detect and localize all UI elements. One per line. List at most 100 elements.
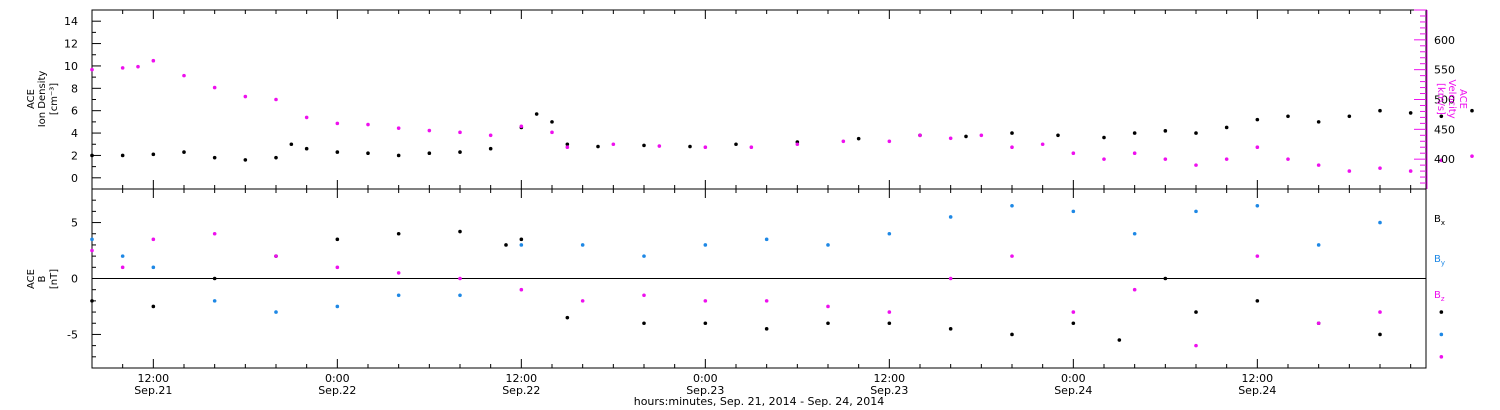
- velocity-point: [488, 133, 493, 138]
- density-point: [458, 150, 462, 154]
- by-point: [1071, 209, 1076, 214]
- velocity-point: [550, 130, 554, 135]
- density-point: [396, 153, 401, 158]
- top-panel-points: [90, 58, 1474, 173]
- bz-point: [458, 276, 462, 281]
- bx-point: [458, 229, 462, 234]
- legend-by-sub: y: [1441, 259, 1445, 267]
- legend-bz-label: B: [1434, 290, 1441, 301]
- b-tick-label: 5: [71, 217, 78, 230]
- bx-point: [151, 304, 156, 309]
- velocity-point: [396, 126, 401, 130]
- density-point: [642, 143, 646, 148]
- velocity-point: [366, 122, 370, 127]
- bz-point: [1132, 287, 1137, 292]
- bz-point: [1439, 355, 1444, 359]
- density-point: [274, 155, 278, 160]
- velocity-point: [1224, 157, 1229, 161]
- bz-point: [642, 293, 646, 298]
- density-tick-label: 0: [71, 172, 78, 185]
- density-point: [1470, 108, 1474, 113]
- velocity-point: [120, 66, 125, 70]
- bz-point: [1255, 254, 1260, 258]
- density-point: [596, 144, 600, 149]
- x-tick-time: 0:00: [325, 372, 350, 385]
- density-point: [366, 151, 370, 155]
- density-point: [688, 144, 692, 149]
- density-point: [1347, 114, 1352, 119]
- density-point: [550, 120, 554, 124]
- velocity-point: [304, 115, 309, 120]
- velocity-point: [948, 136, 953, 141]
- density-point: [1378, 108, 1382, 113]
- velocity-point: [212, 85, 217, 90]
- density-point: [856, 136, 861, 141]
- bz-point: [212, 231, 217, 236]
- by-point: [335, 304, 340, 309]
- bx-point: [1439, 310, 1444, 314]
- density-tick-label: 14: [64, 15, 78, 28]
- x-tick-time: 12:00: [873, 372, 905, 385]
- x-axis: 12:00Sep.210:00Sep.2212:00Sep.220:00Sep.…: [91, 10, 1412, 397]
- bx-point: [1378, 332, 1382, 337]
- velocity-label-line-2: Velocity: [1446, 79, 1457, 118]
- velocity-point: [887, 139, 892, 144]
- velocity-point: [151, 58, 156, 63]
- density-point: [289, 142, 294, 147]
- b-label-line-3: [nT]: [49, 269, 60, 289]
- velocity-point: [1071, 151, 1076, 155]
- density-point: [1224, 125, 1229, 130]
- by-point: [764, 237, 769, 242]
- legend-bz: Bz: [1434, 290, 1445, 303]
- bz-point: [887, 310, 892, 314]
- velocity-point: [795, 142, 800, 147]
- x-tick-date: Sep.22: [502, 384, 540, 397]
- density-point: [734, 142, 738, 147]
- density-point: [182, 150, 186, 154]
- bz-point: [580, 299, 585, 303]
- bz-point: [764, 299, 769, 303]
- by-point: [90, 237, 94, 242]
- velocity-tick-label: 550: [1434, 64, 1455, 77]
- by-point: [458, 293, 462, 298]
- by-point: [580, 243, 585, 247]
- density-point: [1408, 111, 1413, 115]
- bz-point: [1378, 310, 1382, 314]
- bz-point: [1194, 343, 1198, 348]
- bottom-left-ylabel: ACE B [nT]: [26, 269, 60, 289]
- legend-bx: Bx: [1434, 214, 1445, 227]
- velocity-point: [335, 121, 340, 126]
- by-point: [642, 254, 646, 258]
- bz-point: [703, 299, 708, 303]
- velocity-point: [979, 133, 984, 138]
- velocity-point: [274, 97, 278, 102]
- density-point: [1316, 120, 1321, 124]
- velocity-point: [749, 145, 754, 150]
- bz-point: [396, 271, 401, 275]
- density-point: [1194, 131, 1198, 135]
- density-point: [488, 146, 493, 151]
- velocity-point: [458, 130, 462, 135]
- x-tick-time: 0:00: [1061, 372, 1086, 385]
- by-point: [703, 243, 708, 247]
- bx-point: [703, 321, 708, 326]
- velocity-point: [1010, 145, 1014, 150]
- by-point: [887, 231, 892, 236]
- b-tick-label: -5: [67, 328, 78, 341]
- by-point: [274, 310, 278, 314]
- legend-bx-label: B: [1434, 214, 1441, 225]
- top-left-axis: 0 2 4 6 8 10 12 14: [64, 9, 101, 185]
- velocity-point: [427, 128, 432, 133]
- bz-point: [120, 265, 125, 270]
- x-tick-date: Sep.24: [1238, 384, 1276, 397]
- density-point: [151, 152, 156, 157]
- b-label-line-2: B: [37, 275, 48, 282]
- bx-point: [1163, 276, 1168, 281]
- legend-bz-sub: z: [1441, 295, 1445, 303]
- by-point: [948, 215, 953, 219]
- velocity-point: [1408, 169, 1413, 173]
- density-label-line-3: [cm⁻³]: [49, 83, 60, 115]
- velocity-point: [1347, 169, 1352, 173]
- velocity-point: [1316, 163, 1321, 167]
- bottom-panel-points: [90, 203, 1444, 359]
